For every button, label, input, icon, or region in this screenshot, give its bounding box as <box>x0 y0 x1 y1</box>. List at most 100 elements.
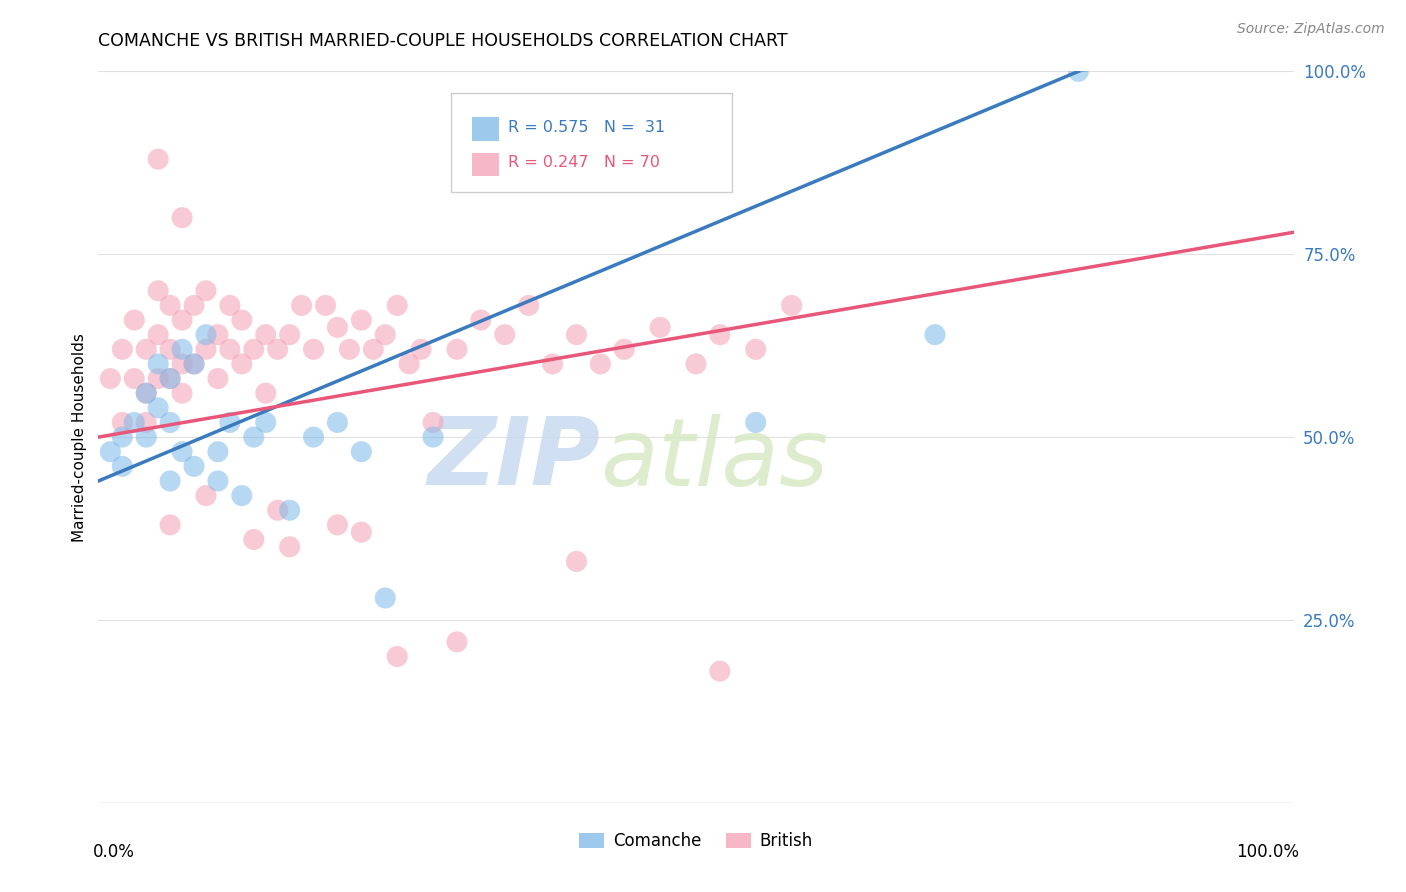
Point <box>148 371 170 385</box>
Point <box>315 298 337 312</box>
Point <box>411 343 433 357</box>
Point <box>648 320 672 334</box>
Point <box>183 298 205 312</box>
Point <box>172 444 194 458</box>
Text: Source: ZipAtlas.com: Source: ZipAtlas.com <box>1237 22 1385 37</box>
Point <box>685 357 707 371</box>
Point <box>350 444 373 458</box>
Point <box>398 357 420 371</box>
Point <box>278 540 301 554</box>
FancyBboxPatch shape <box>472 118 499 141</box>
Point <box>302 343 325 357</box>
Point <box>267 343 290 357</box>
Point <box>111 416 134 430</box>
Point <box>207 327 229 342</box>
Point <box>148 284 170 298</box>
Point <box>422 416 444 430</box>
Point <box>326 416 349 430</box>
Point <box>159 343 181 357</box>
Point <box>374 327 396 342</box>
Text: COMANCHE VS BRITISH MARRIED-COUPLE HOUSEHOLDS CORRELATION CHART: COMANCHE VS BRITISH MARRIED-COUPLE HOUSE… <box>98 32 787 50</box>
Point <box>709 664 731 678</box>
Point <box>278 327 301 342</box>
Text: R = 0.247   N = 70: R = 0.247 N = 70 <box>509 155 661 170</box>
Point <box>172 211 194 225</box>
Point <box>243 533 266 547</box>
Point <box>148 327 170 342</box>
Point <box>159 517 181 532</box>
Point <box>1067 64 1090 78</box>
Point <box>98 371 122 385</box>
Point <box>446 635 468 649</box>
Point <box>135 416 157 430</box>
Point <box>124 371 146 385</box>
Point <box>446 343 468 357</box>
Y-axis label: Married-couple Households: Married-couple Households <box>72 333 87 541</box>
Text: 100.0%: 100.0% <box>1236 843 1299 861</box>
Point <box>148 401 170 415</box>
Point <box>135 386 157 401</box>
Point <box>231 313 253 327</box>
Point <box>517 298 540 312</box>
Point <box>148 357 170 371</box>
Point <box>135 430 157 444</box>
Point <box>385 649 409 664</box>
Point <box>231 489 253 503</box>
Point <box>111 343 134 357</box>
Point <box>924 327 946 342</box>
Point <box>124 416 146 430</box>
Point <box>745 343 768 357</box>
Point <box>254 327 277 342</box>
Point <box>207 474 229 488</box>
Point <box>278 503 301 517</box>
Point <box>159 371 181 385</box>
Point <box>541 357 564 371</box>
Point <box>326 320 349 334</box>
Point <box>363 343 385 357</box>
Text: ZIP: ZIP <box>427 413 600 505</box>
Point <box>111 430 134 444</box>
Point <box>183 357 205 371</box>
Point <box>135 343 157 357</box>
Point <box>470 313 492 327</box>
Point <box>172 343 194 357</box>
Point <box>565 327 588 342</box>
Point <box>350 313 373 327</box>
Point <box>159 371 181 385</box>
Point <box>589 357 612 371</box>
Point <box>111 459 134 474</box>
Legend: Comanche, British: Comanche, British <box>572 825 820 856</box>
Point <box>195 327 218 342</box>
Point <box>195 284 218 298</box>
Point <box>385 298 409 312</box>
Point <box>183 459 205 474</box>
Point <box>326 517 349 532</box>
Point <box>207 444 229 458</box>
Point <box>494 327 516 342</box>
Point <box>124 313 146 327</box>
Point <box>291 298 314 312</box>
Text: 0.0%: 0.0% <box>93 843 135 861</box>
Point <box>172 386 194 401</box>
Point <box>195 489 218 503</box>
Point <box>219 343 242 357</box>
Point <box>350 525 373 540</box>
Text: R = 0.575   N =  31: R = 0.575 N = 31 <box>509 120 665 136</box>
Point <box>780 298 803 312</box>
Point <box>243 343 266 357</box>
Text: atlas: atlas <box>600 414 828 505</box>
Point <box>422 430 444 444</box>
Point <box>98 444 122 458</box>
Point <box>243 430 266 444</box>
Point <box>254 386 277 401</box>
FancyBboxPatch shape <box>472 153 499 176</box>
Point <box>709 327 731 342</box>
Point <box>339 343 361 357</box>
Point <box>374 591 396 605</box>
Point <box>745 416 768 430</box>
Point <box>159 298 181 312</box>
Point <box>207 371 229 385</box>
Point <box>195 343 218 357</box>
Point <box>148 152 170 166</box>
Point <box>231 357 253 371</box>
